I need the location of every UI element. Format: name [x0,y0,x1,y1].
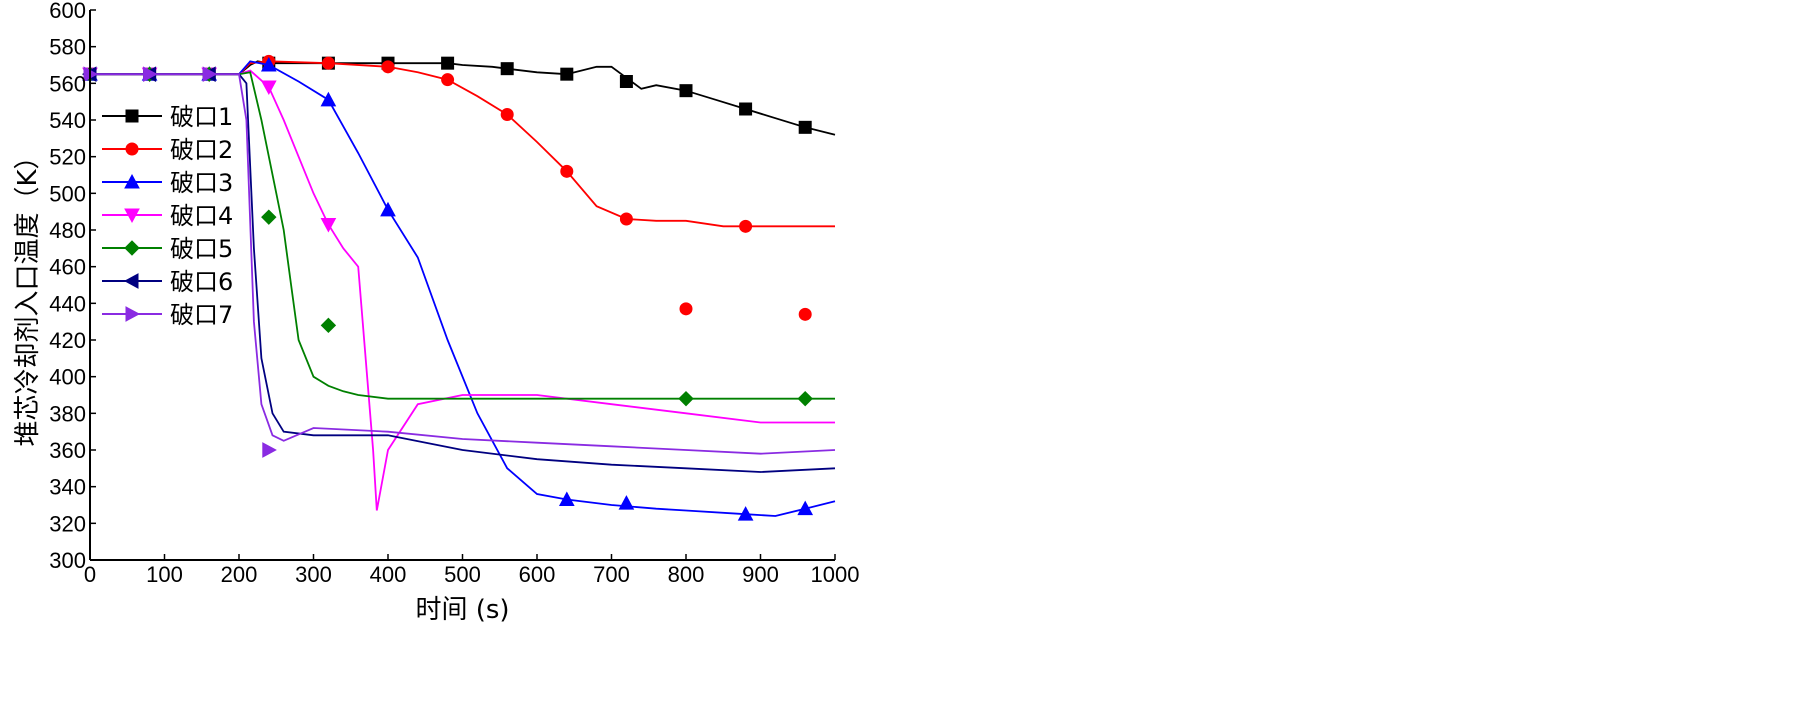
legend-item: 破口7 [102,301,233,329]
data-point [797,500,814,516]
data-point [619,212,633,226]
legend-item: 破口1 [102,103,233,131]
y-tick-label: 440 [49,291,86,316]
legend-item: 破口6 [102,268,233,296]
legend-item: 破口4 [102,202,233,230]
y-tick-label: 300 [49,548,86,573]
legend-label: 破口7 [170,301,233,329]
data-point [560,67,574,81]
data-point [320,91,337,107]
data-point [679,84,693,98]
data-point [798,307,812,321]
data-point [380,201,396,217]
legend-label: 破口5 [170,235,233,263]
y-tick-label: 400 [49,365,86,390]
x-tick-label: 800 [668,562,705,587]
y-tick-label: 540 [49,108,86,133]
plot-area [81,54,836,521]
legend-label: 破口4 [170,202,233,230]
series-line [90,60,836,517]
data-point [798,120,812,134]
x-tick-label: 0 [84,562,96,587]
legend: 破口1 破口2 破口3 破口4 破口5 破口6 破口7 [102,103,233,329]
y-tick-label: 380 [49,401,86,426]
data-point [320,218,337,233]
data-point [560,164,574,178]
x-tick-label: 400 [370,562,407,587]
series-line [90,73,836,455]
y-ticks: 300 320 340 360 380 400 420 440 460 480 500 520 540 5… [49,0,96,573]
x-tick-label: 600 [519,562,556,587]
x-tick-label: 700 [593,562,630,587]
legend-item: 破口2 [102,136,233,164]
data-point [125,306,141,322]
legend-item: 破口5 [102,235,233,263]
data-point [441,73,455,87]
data-point [202,66,218,83]
x-tick-label: 300 [295,562,332,587]
data-point [678,390,694,407]
data-point [321,56,335,70]
y-tick-label: 340 [49,475,86,500]
data-point [123,273,139,289]
data-point [320,317,337,334]
data-point [260,80,277,96]
y-tick-label: 320 [49,511,86,536]
y-tick-label: 360 [49,438,86,463]
legend-label: 破口2 [170,136,233,164]
data-point [558,491,575,506]
data-point [619,75,633,88]
data-point [679,302,693,316]
series-line [90,60,836,136]
data-point [260,56,277,72]
data-point [797,390,813,407]
y-axis-title: 堆芯冷却剂入口温度（K） [13,143,43,446]
x-tick-label: 1000 [811,562,860,587]
x-tick-label: 500 [444,562,481,587]
x-tick-label: 100 [146,562,183,587]
data-point [143,66,158,83]
x-tick-label: 900 [742,562,779,587]
y-tick-label: 520 [49,145,86,170]
axes: 0 100 200 300 400 500 600 700 800 900 1000 3003203… [49,0,859,587]
data-point [739,219,753,233]
y-tick-label: 420 [49,328,86,353]
y-tick-label: 460 [49,255,86,280]
data-point [125,142,139,156]
data-point [739,102,753,116]
data-point [381,60,395,74]
legend-label: 破口1 [170,103,233,131]
x-axis-title: 时间 (s) [415,595,509,625]
data-point [262,442,277,458]
data-point [124,208,140,224]
legend-label: 破口6 [170,268,233,296]
data-point [124,240,140,256]
data-point [261,209,277,225]
legend-label: 破口3 [170,169,233,197]
x-tick-label: 200 [221,562,258,587]
y-tick-label: 480 [49,218,86,243]
data-point [125,109,139,123]
y-tick-label: 500 [49,181,86,206]
y-tick-label: 560 [49,71,86,96]
data-point [500,108,514,121]
x-ticks: 0 100 200 300 400 500 600 700 800 900 1000 [84,554,860,587]
data-point [737,506,754,521]
data-point [500,62,514,76]
y-tick-label: 600 [49,0,86,23]
y-tick-label: 580 [49,35,86,60]
data-point [124,173,140,189]
series-line [90,71,835,400]
legend-item: 破口3 [102,169,233,197]
data-point [441,56,455,70]
data-point [618,495,635,510]
